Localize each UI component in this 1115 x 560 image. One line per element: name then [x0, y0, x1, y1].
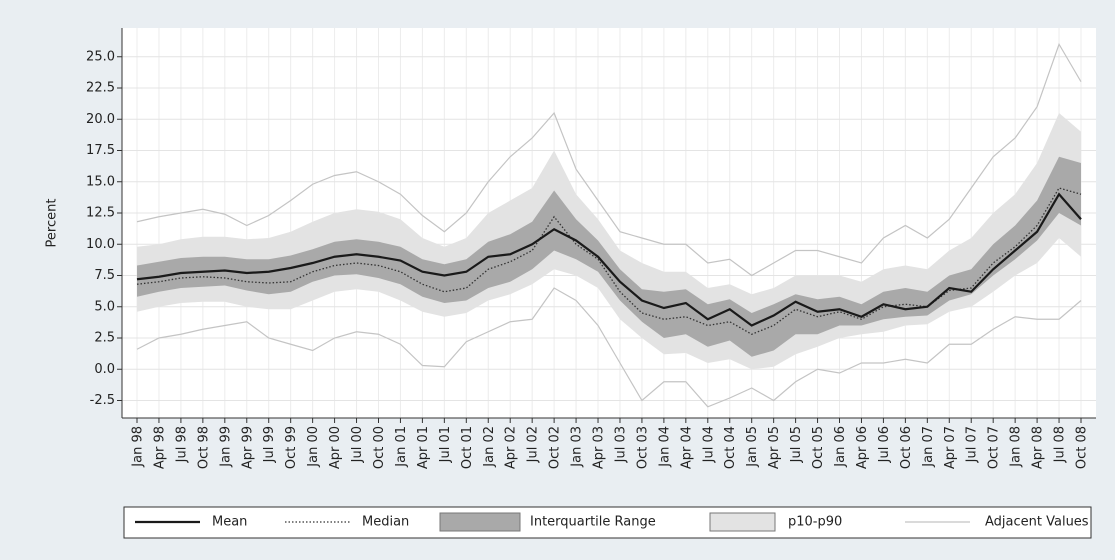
x-tick-label: Jul 06 — [877, 426, 892, 463]
x-tick-label: Apr 99 — [240, 426, 255, 469]
x-tick-label: Oct 06 — [899, 426, 914, 469]
plot-area — [122, 28, 1096, 418]
x-tick-label: Apr 03 — [592, 426, 607, 469]
y-tick-label: 15.0 — [86, 174, 115, 189]
x-tick-label: Jan 05 — [745, 426, 760, 468]
x-tick-label: Jul 08 — [1053, 426, 1068, 463]
x-tick-label: Jan 08 — [1009, 426, 1024, 468]
y-tick-label: 2.5 — [94, 331, 115, 346]
y-tick-label: 17.5 — [86, 143, 115, 158]
x-tick-label: Jan 07 — [921, 426, 936, 468]
y-tick-label: 25.0 — [86, 49, 115, 64]
legend-swatch — [439, 512, 521, 532]
y-tick-label: 20.0 — [86, 112, 115, 127]
legend-label: Adjacent Values — [985, 515, 1089, 530]
x-tick-label: Jul 05 — [789, 426, 804, 463]
x-tick-label: Apr 00 — [328, 426, 343, 469]
x-tick-label: Apr 02 — [504, 426, 519, 469]
x-tick-label: Jan 03 — [570, 426, 585, 468]
y-tick-label: 10.0 — [86, 237, 115, 252]
legend-label: Median — [362, 515, 409, 530]
x-tick-label: Apr 05 — [767, 426, 782, 469]
y-tick-label: 5.0 — [94, 299, 115, 314]
y-tick-label: -2.5 — [90, 393, 115, 408]
x-tick-label: Oct 03 — [635, 426, 650, 469]
x-tick-label: Oct 98 — [196, 426, 211, 469]
x-tick-label: Jul 07 — [965, 426, 980, 463]
legend-label: Mean — [212, 515, 247, 530]
x-tick-label: Oct 08 — [1075, 426, 1090, 469]
x-tick-label: Jul 03 — [613, 426, 628, 463]
x-tick-label: Jan 06 — [833, 426, 848, 468]
series-line — [136, 42, 1082, 277]
x-tick-label: Jan 02 — [482, 426, 497, 468]
x-tick-label: Jul 04 — [701, 426, 716, 463]
x-tick-label: Jan 99 — [218, 426, 233, 468]
x-tick-label: Apr 06 — [855, 426, 870, 469]
x-tick-label: Oct 04 — [723, 426, 738, 469]
x-tick-label: Apr 04 — [679, 426, 694, 469]
legend-label: p10-p90 — [788, 515, 842, 530]
y-axis-label: Percent — [45, 199, 60, 248]
y-tick-label: 7.5 — [94, 268, 115, 283]
x-tick-label: Jul 00 — [350, 426, 365, 463]
legend-swatch — [709, 512, 776, 532]
y-tick-label: 0.0 — [94, 362, 115, 377]
y-tick-label: 12.5 — [86, 206, 115, 221]
x-tick-label: Jul 01 — [438, 426, 453, 463]
x-tick-label: Oct 99 — [284, 426, 299, 469]
x-tick-label: Apr 07 — [943, 426, 958, 469]
x-tick-label: Oct 02 — [548, 426, 563, 469]
x-tick-label: Oct 01 — [460, 426, 475, 469]
x-tick-label: Oct 07 — [987, 426, 1002, 469]
x-tick-label: Jul 98 — [174, 426, 189, 463]
series-line — [136, 192, 1082, 327]
x-tick-label: Jul 02 — [526, 426, 541, 463]
x-tick-label: Oct 05 — [811, 426, 826, 469]
x-tick-label: Jul 99 — [262, 426, 277, 463]
x-tick-label: Apr 08 — [1031, 426, 1046, 469]
x-tick-label: Jan 04 — [657, 426, 672, 468]
x-tick-label: Apr 01 — [416, 426, 431, 469]
legend-label: Interquartile Range — [530, 515, 656, 530]
band-area — [137, 156, 1081, 357]
y-tick-label: 22.5 — [86, 81, 115, 96]
series-line — [136, 287, 1082, 408]
x-tick-label: Oct 00 — [372, 426, 387, 469]
x-tick-label: Jan 00 — [306, 426, 321, 468]
x-tick-label: Jan 01 — [394, 426, 409, 468]
x-tick-label: Apr 98 — [152, 426, 167, 469]
x-tick-label: Jan 98 — [131, 426, 146, 468]
